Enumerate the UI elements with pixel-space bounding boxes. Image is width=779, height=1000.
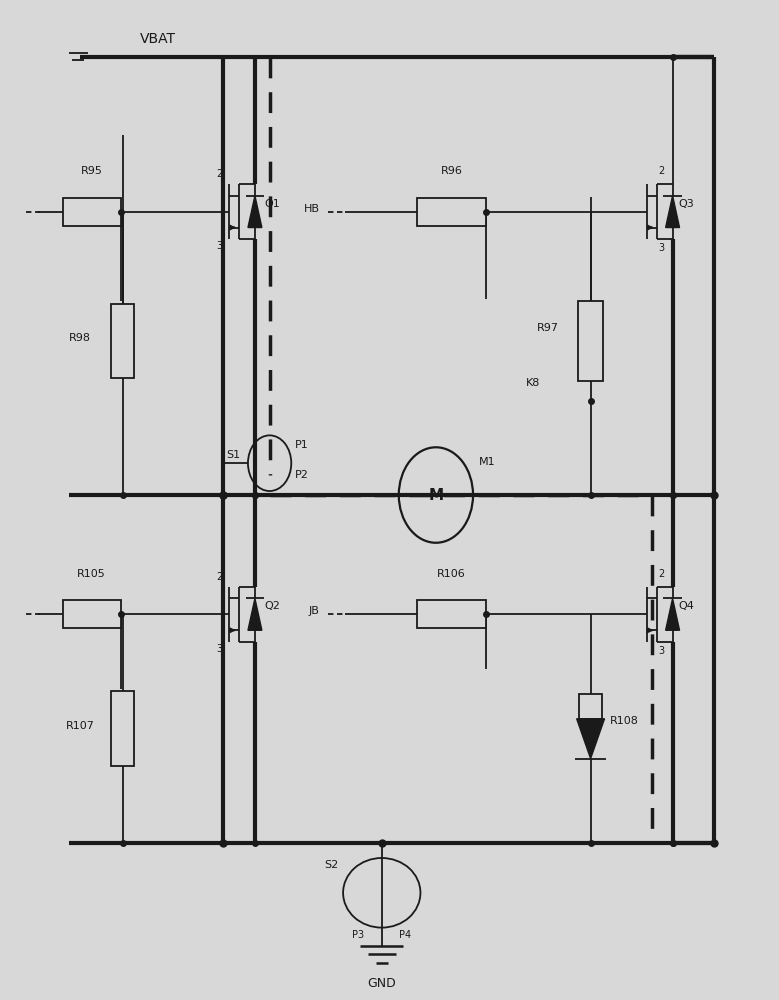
Text: 3: 3	[658, 646, 664, 656]
Text: Q4: Q4	[679, 601, 695, 611]
Polygon shape	[248, 196, 262, 228]
Text: P4: P4	[399, 930, 411, 940]
Text: R108: R108	[610, 716, 639, 726]
Bar	[63, 600, 121, 628]
Polygon shape	[576, 719, 605, 759]
Text: Q1: Q1	[264, 199, 280, 209]
Text: M: M	[428, 488, 443, 503]
Text: HB: HB	[304, 204, 320, 214]
Bar	[111, 691, 134, 766]
Text: Q2: Q2	[264, 601, 280, 611]
Text: P2: P2	[295, 470, 309, 480]
Text: S1: S1	[226, 450, 240, 460]
Bar	[578, 301, 604, 381]
Polygon shape	[665, 196, 679, 228]
Text: 2: 2	[217, 572, 223, 582]
Bar	[417, 600, 486, 628]
Text: GND: GND	[368, 977, 397, 990]
Bar	[111, 304, 134, 378]
Text: R95: R95	[81, 166, 103, 176]
Text: R98: R98	[69, 333, 91, 343]
Text: Q3: Q3	[679, 199, 695, 209]
Bar	[579, 694, 602, 719]
Polygon shape	[665, 598, 679, 630]
Text: P3: P3	[353, 930, 365, 940]
Text: K8: K8	[525, 378, 540, 388]
Bar	[417, 198, 486, 226]
Text: 2: 2	[657, 166, 664, 176]
Text: P1: P1	[295, 440, 309, 450]
Text: 3: 3	[217, 241, 223, 251]
Bar	[63, 198, 121, 226]
Polygon shape	[248, 598, 262, 630]
Text: R107: R107	[65, 721, 94, 731]
Text: R96: R96	[440, 166, 462, 176]
Text: 2: 2	[217, 169, 223, 179]
Text: R106: R106	[437, 569, 466, 579]
Text: VBAT: VBAT	[139, 32, 175, 46]
Text: R105: R105	[77, 569, 106, 579]
Text: R97: R97	[537, 323, 559, 333]
Text: M1: M1	[478, 457, 495, 467]
Text: S2: S2	[324, 860, 339, 870]
Text: 3: 3	[217, 644, 223, 654]
Text: JB: JB	[309, 606, 320, 616]
Text: 2: 2	[657, 569, 664, 579]
Text: 3: 3	[658, 243, 664, 253]
